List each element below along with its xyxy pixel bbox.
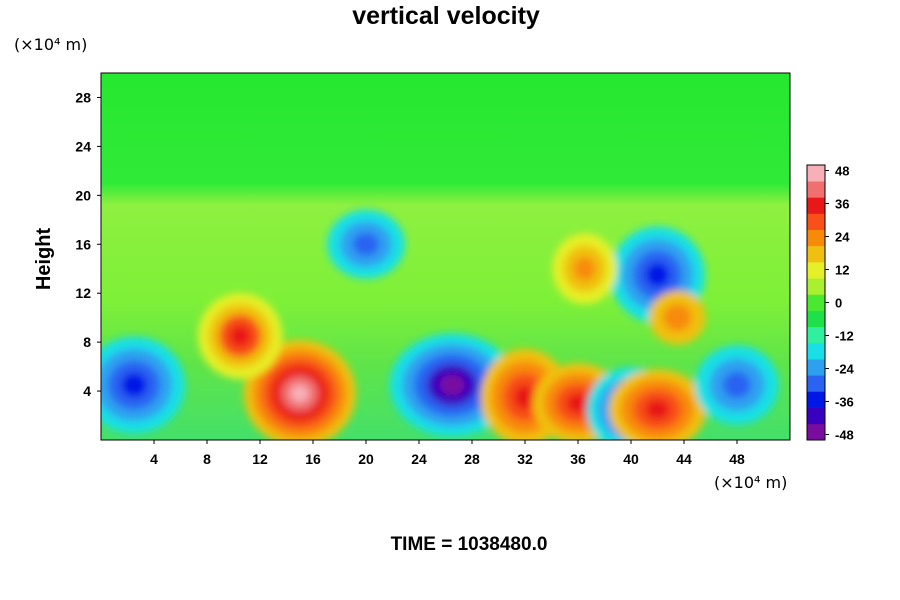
colorbar-swatch xyxy=(807,310,825,328)
contour-ring xyxy=(645,262,670,287)
colorbar-swatch xyxy=(807,359,825,376)
contour-ring xyxy=(566,393,590,414)
x-tick-label: 12 xyxy=(252,451,268,467)
x-tick-label: 48 xyxy=(729,451,745,467)
x-tick-label: 4 xyxy=(150,451,158,467)
colorbar-swatch xyxy=(807,423,825,441)
colorbar-swatch xyxy=(807,165,825,182)
colorbar-swatch xyxy=(807,262,825,279)
contour-ring xyxy=(573,256,596,281)
colorbar-swatch xyxy=(807,213,825,231)
x-tick-label: 40 xyxy=(623,451,639,467)
x-tick-label: 44 xyxy=(676,451,692,467)
contour-ring xyxy=(513,385,537,410)
x-tick-label: 16 xyxy=(305,451,321,467)
colorbar-tick-label: 24 xyxy=(835,230,850,245)
y-tick-label: 8 xyxy=(83,334,91,350)
colorbar-swatch xyxy=(807,294,825,311)
field-feature xyxy=(327,209,405,279)
y-axis-unit: (×10⁴ m) xyxy=(14,35,87,54)
contour-ring xyxy=(290,384,310,403)
contour-ring xyxy=(121,372,147,398)
colorbar-tick-label: -36 xyxy=(835,395,854,410)
contour-ring xyxy=(229,325,251,347)
y-tick-label: 24 xyxy=(75,138,91,154)
contour-ring xyxy=(663,304,692,332)
colorbar-tick-label: -48 xyxy=(835,428,854,443)
plot-frame xyxy=(100,72,791,441)
colorbar-tick-label: 48 xyxy=(835,164,849,179)
colorbar-swatch xyxy=(807,197,825,214)
contour-ring xyxy=(645,399,670,420)
field-feature xyxy=(552,233,617,305)
y-axis-label: Height xyxy=(33,228,55,291)
field-feature xyxy=(101,336,186,434)
plot-area xyxy=(100,72,791,441)
x-axis: 4 8 12 16 20 24 28 32 36 40 44 48 xyxy=(150,440,745,467)
colorbar-tick-label: 36 xyxy=(835,197,849,212)
colorbar-tick-label: -24 xyxy=(835,362,855,377)
x-tick-label: 36 xyxy=(570,451,586,467)
y-tick-label: 28 xyxy=(75,89,91,105)
y-tick-label: 4 xyxy=(83,383,91,399)
colorbar-swatch xyxy=(807,278,825,295)
chart-title: vertical velocity xyxy=(352,2,540,30)
colorbar: 48 36 24 12 0 -12 -24 -36 -48 xyxy=(806,164,855,443)
y-tick-label: 12 xyxy=(75,285,91,301)
colorbar-swatch xyxy=(807,229,825,247)
field-feature xyxy=(695,345,779,425)
colorbar-swatch xyxy=(807,407,825,425)
field-feature xyxy=(649,290,706,345)
time-label: TIME = 1038480.0 xyxy=(391,534,548,555)
contour-ring xyxy=(353,232,379,256)
x-tick-label: 8 xyxy=(203,451,211,467)
colorbar-swatch xyxy=(807,181,825,198)
x-tick-label: 24 xyxy=(411,451,427,467)
colorbar-tick-label: 12 xyxy=(835,263,849,278)
colorbar-tick-label: -12 xyxy=(835,329,854,344)
contour-ring xyxy=(723,371,751,399)
colorbar-tick-label: 0 xyxy=(835,296,842,311)
colorbar-swatch xyxy=(807,375,825,392)
field-features xyxy=(101,209,779,440)
colorbar-swatch xyxy=(807,245,825,263)
field-feature xyxy=(243,340,356,440)
field-feature xyxy=(197,293,283,379)
x-tick-label: 28 xyxy=(464,451,480,467)
y-axis: 4 8 12 16 20 24 28 xyxy=(75,89,101,399)
colorbar-swatch xyxy=(807,326,825,344)
y-tick-label: 20 xyxy=(75,187,91,203)
field-feature xyxy=(608,369,707,440)
colorbar-swatch xyxy=(807,391,825,408)
contour-ring xyxy=(439,374,465,396)
x-tick-label: 32 xyxy=(517,451,533,467)
x-axis-unit: (×10⁴ m) xyxy=(714,473,787,492)
colorbar-swatch xyxy=(807,342,825,360)
x-tick-label: 20 xyxy=(358,451,374,467)
y-tick-label: 16 xyxy=(75,236,91,252)
